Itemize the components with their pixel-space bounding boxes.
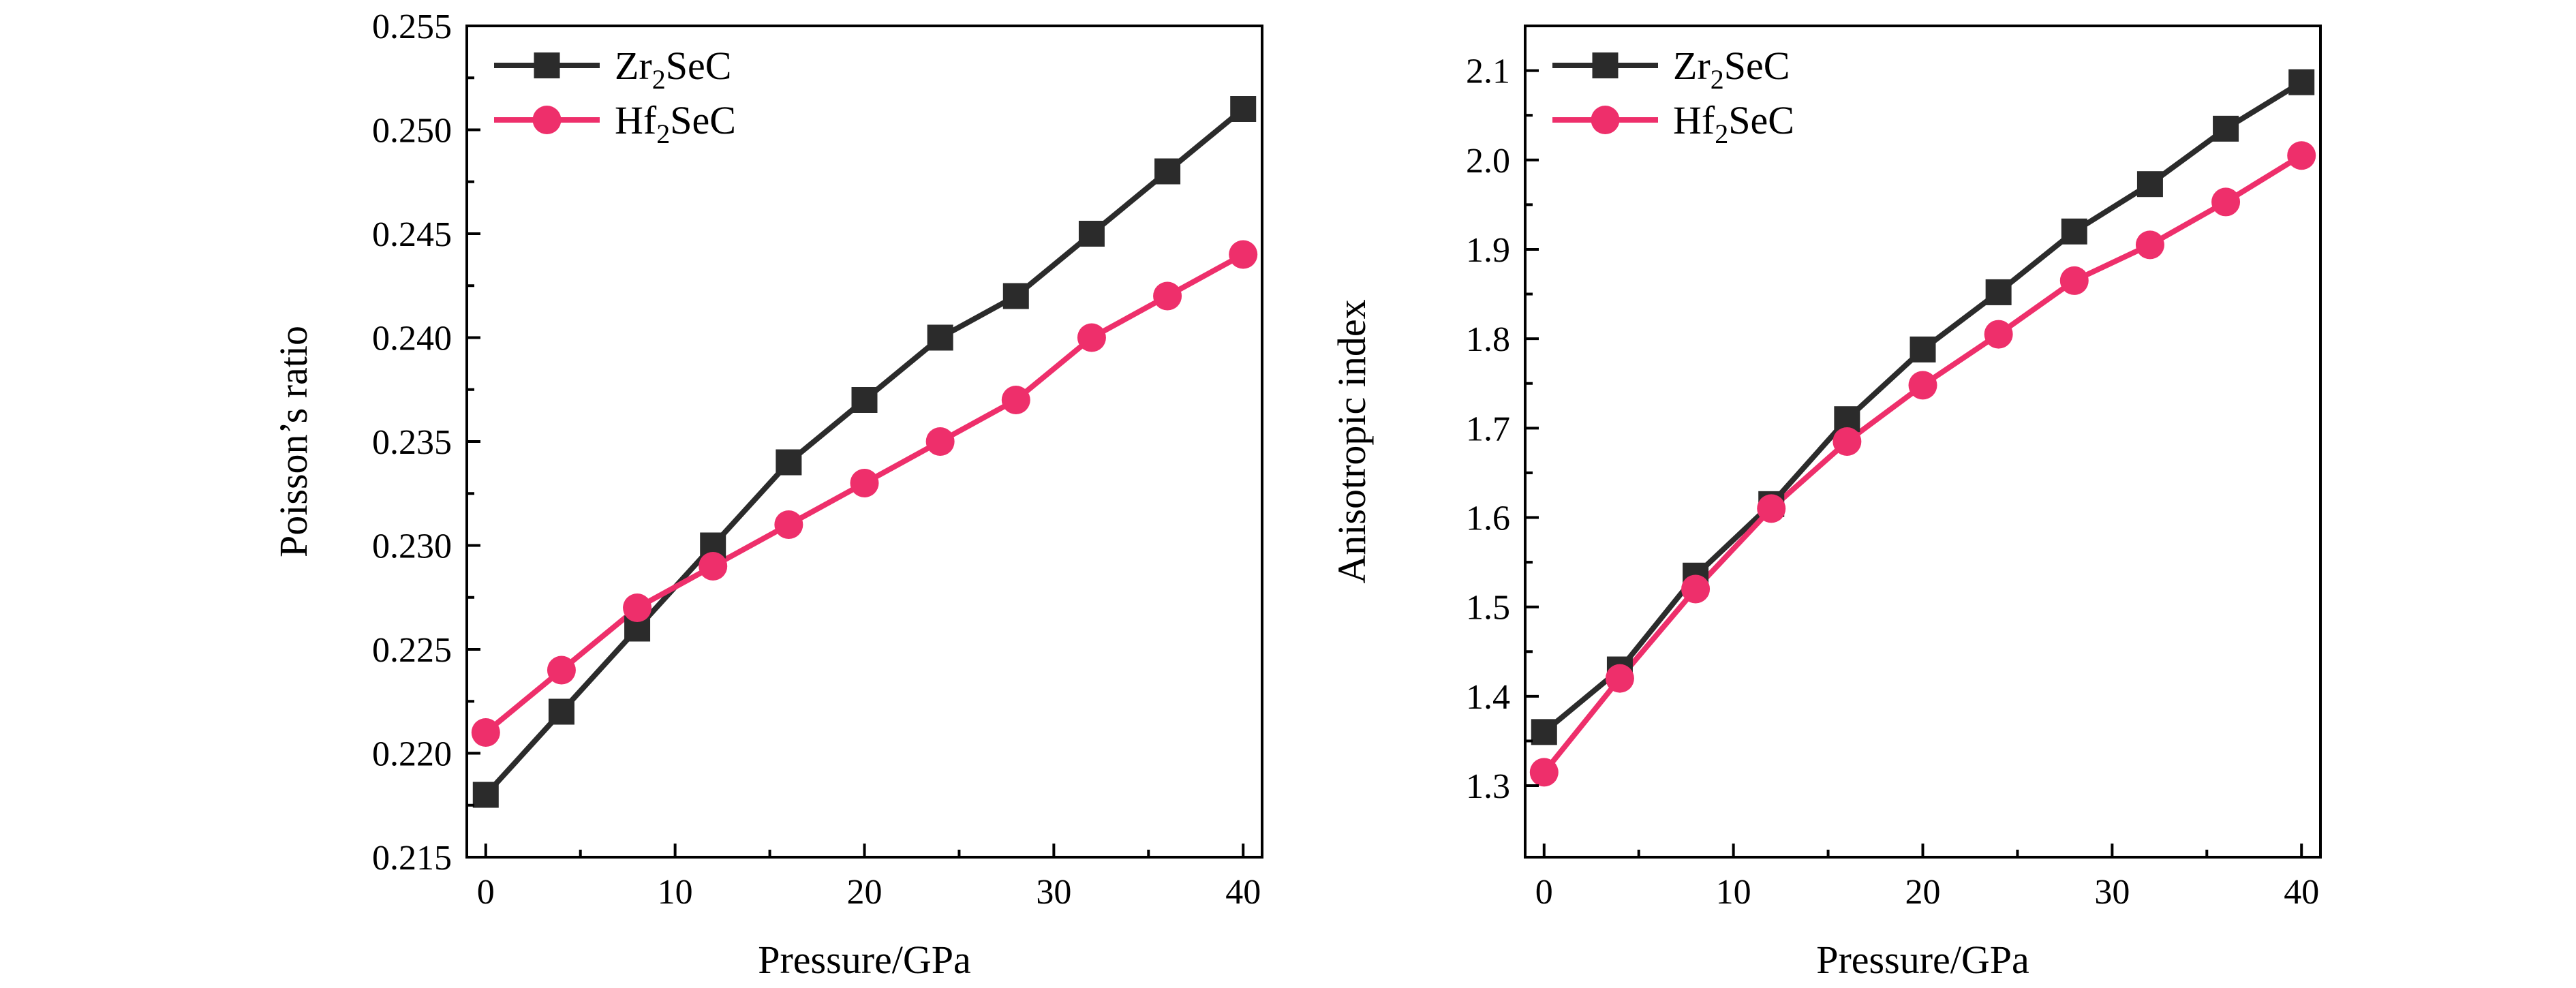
anisotropic-index-zr-point	[2136, 171, 2163, 198]
anisotropic-index-zr-point	[2061, 218, 2087, 245]
poisson-ratio-x-tick-label: 20	[847, 873, 883, 912]
poisson-ratio-hf-point	[850, 469, 879, 497]
poisson-ratio-legend-zr-label: Zr2SeC	[615, 44, 731, 95]
anisotropic-index-ticks: 0 10 20 30 40 1.3 1.4 1.5 1.6 1.7 1.8 1.9 2.0 2.1	[1466, 52, 2319, 912]
anisotropic-index-legend-hf-label: Hf2SeC	[1673, 98, 1794, 149]
poisson-ratio-hf-point	[699, 552, 728, 581]
anisotropic-index-hf-point	[2211, 187, 2241, 217]
poisson-ratio-zr-point	[1078, 221, 1105, 247]
poisson-ratio-legend-zr-marker	[534, 52, 560, 78]
anisotropic-index-hf-point	[1984, 320, 2013, 349]
anisotropic-index-x-tick-label: 0	[1535, 873, 1553, 912]
anisotropic-index-hf-point	[1529, 758, 1559, 787]
poisson-ratio-plot-area	[471, 96, 1258, 808]
poisson-ratio-y-tick-label: 0.245	[372, 215, 452, 254]
poisson-ratio-hf-point	[1229, 240, 1258, 269]
anisotropic-index-zr-point	[1910, 336, 1936, 362]
poisson-ratio-y-tick-label: 0.240	[372, 320, 452, 358]
poisson-ratio-zr-point	[1230, 96, 1257, 122]
poisson-ratio-x-tick-label: 30	[1036, 873, 1071, 912]
poisson-ratio-zr-point	[1002, 283, 1029, 309]
poisson-ratio-hf-point	[547, 655, 576, 685]
poisson-ratio-panel: 0 10 20 30 40 0.215 0.220 0.225 0.230 0.235 0.240 0…	[271, 7, 1263, 982]
anisotropic-index-y-tick-label: 1.9	[1466, 231, 1510, 270]
anisotropic-index-y-tick-label: 1.3	[1466, 767, 1510, 806]
poisson-ratio-zr-point	[548, 698, 574, 725]
anisotropic-index-hf-point	[1908, 371, 1937, 400]
poisson-ratio-legend-hf-label: Hf2SeC	[615, 98, 736, 149]
poisson-ratio-x-tick-label: 0	[477, 873, 495, 912]
anisotropic-index-zr-point	[2213, 115, 2239, 142]
poisson-ratio-zr-point	[472, 782, 499, 808]
anisotropic-index-zr-point	[2288, 69, 2315, 95]
anisotropic-index-y-tick-label: 2.0	[1466, 142, 1510, 181]
poisson-ratio-ticks: 0 10 20 30 40 0.215 0.220 0.225 0.230 0.235 0.240 0…	[372, 7, 1261, 912]
anisotropic-index-zr-point	[1531, 719, 1557, 745]
anisotropic-index-hf-point	[1681, 574, 1711, 604]
anisotropic-index-legend-zr-marker	[1592, 52, 1619, 78]
anisotropic-index-legend-hf-marker	[1591, 106, 1620, 134]
anisotropic-index-y-tick-label: 2.1	[1466, 52, 1510, 91]
anisotropic-index-x-tick-label: 30	[2094, 873, 2130, 912]
poisson-ratio-legend-hf-marker	[532, 106, 562, 134]
anisotropic-index-x-tick-label: 40	[2284, 873, 2319, 912]
anisotropic-index-y-tick-label: 1.4	[1466, 678, 1510, 717]
poisson-ratio-x-axis-label: Pressure/GPa	[758, 938, 971, 982]
anisotropic-index-hf-point	[1757, 494, 1786, 523]
anisotropic-index-hf-point	[2287, 141, 2316, 170]
anisotropic-index-hf-point	[1833, 427, 1862, 456]
poisson-ratio-y-tick-label: 0.220	[372, 735, 452, 774]
poisson-ratio-x-tick-label: 40	[1225, 873, 1261, 912]
anisotropic-index-hf-point	[2059, 266, 2089, 295]
anisotropic-index-plot-area	[1529, 69, 2316, 787]
poisson-ratio-hf-point	[1001, 386, 1030, 414]
anisotropic-index-x-axis-label: Pressure/GPa	[1816, 938, 2029, 982]
poisson-ratio-y-axis-label: Poisson’s ratio	[271, 326, 316, 557]
anisotropic-index-y-tick-label: 1.6	[1466, 499, 1510, 538]
anisotropic-index-hf-point	[1605, 664, 1634, 693]
poisson-ratio-y-tick-label: 0.250	[372, 112, 452, 151]
anisotropic-index-legend-zr-label: Zr2SeC	[1673, 44, 1790, 95]
poisson-ratio-y-tick-label: 0.225	[372, 631, 452, 670]
poisson-ratio-y-tick-label: 0.235	[372, 423, 452, 462]
poisson-ratio-zr-point	[1154, 158, 1181, 185]
anisotropic-index-x-tick-label: 20	[1905, 873, 1941, 912]
poisson-ratio-y-tick-label: 0.215	[372, 839, 452, 878]
poisson-ratio-hf-point	[623, 593, 652, 622]
poisson-ratio-hf-point	[1153, 281, 1182, 311]
poisson-ratio-x-tick-label: 10	[658, 873, 693, 912]
anisotropic-index-y-axis-label: Anisotropic index	[1330, 299, 1374, 583]
anisotropic-index-y-tick-label: 1.5	[1466, 589, 1510, 628]
poisson-ratio-hf-point	[774, 510, 803, 539]
anisotropic-index-hf-point	[2135, 230, 2164, 260]
poisson-ratio-hf-point	[925, 427, 955, 456]
poisson-ratio-zr-point	[776, 449, 802, 476]
poisson-ratio-zr-point	[927, 324, 953, 351]
anisotropic-index-x-tick-label: 10	[1716, 873, 1751, 912]
poisson-ratio-hf-point	[471, 718, 500, 747]
poisson-ratio-y-tick-label: 0.230	[372, 527, 452, 566]
anisotropic-index-zr-point	[1985, 279, 2012, 305]
poisson-ratio-zr-point	[851, 387, 878, 413]
anisotropic-index-y-tick-label: 1.8	[1466, 320, 1510, 359]
poisson-ratio-hf-point	[1077, 323, 1106, 352]
anisotropic-index-y-tick-label: 1.7	[1466, 410, 1510, 448]
anisotropic-index-panel: 0 10 20 30 40 1.3 1.4 1.5 1.6 1.7 1.8 1.9 2.0 2.1 Pre…	[1330, 25, 2322, 982]
poisson-ratio-y-tick-label: 0.255	[372, 7, 452, 46]
